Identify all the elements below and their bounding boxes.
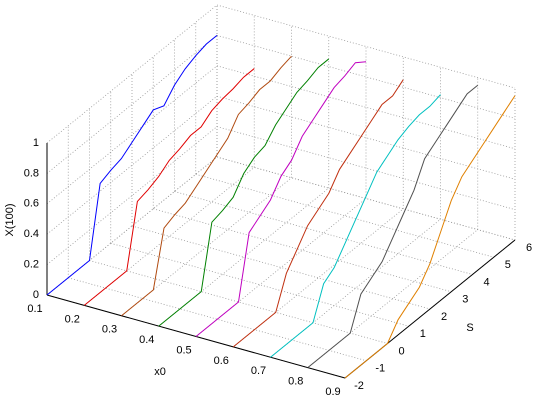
grid-line <box>216 4 516 89</box>
x-tick-label: 0.7 <box>251 365 266 377</box>
grid-line <box>216 126 516 210</box>
series-line <box>344 95 516 379</box>
series-line <box>307 84 479 369</box>
y-tick-label: -1 <box>375 363 385 375</box>
grid-line <box>89 260 388 344</box>
grid-line <box>153 208 452 293</box>
y-tick-label: -2 <box>354 380 364 392</box>
grid-line <box>216 95 516 180</box>
series-line <box>158 58 330 327</box>
series-line <box>83 68 255 306</box>
grid-line <box>46 126 218 265</box>
grid-line <box>216 156 516 241</box>
series-line <box>46 35 218 296</box>
x-tick-label: 0.5 <box>176 344 191 356</box>
x-tick-label: 0.1 <box>27 303 42 315</box>
z-tick-label: 0.8 <box>24 167 39 179</box>
x-tick-label: 0.4 <box>139 334 154 346</box>
grid-line <box>110 242 409 327</box>
z-axis-label: X(100) <box>4 203 16 236</box>
grid-line <box>195 173 494 258</box>
grid-line <box>46 65 218 205</box>
x-tick-label: 0.3 <box>102 324 117 336</box>
series-line <box>121 55 292 317</box>
z-tick-label: 0.4 <box>24 228 39 240</box>
z-tick-label: 0 <box>33 289 39 301</box>
x-axis-label: x0 <box>154 366 166 378</box>
y-tick-label: 1 <box>420 328 426 340</box>
grid-line <box>216 65 516 150</box>
grid-line <box>68 277 367 362</box>
x-tick-label: 0.6 <box>214 355 229 367</box>
grid-line <box>46 4 218 144</box>
grid-line <box>46 35 218 174</box>
z-tick-label: 0.2 <box>24 259 39 271</box>
grid-line <box>46 95 218 235</box>
y-tick-label: 3 <box>462 294 468 306</box>
grid-line <box>174 191 473 275</box>
y-tick-label: 0 <box>398 345 404 357</box>
z-tick-label: 0.6 <box>24 198 39 210</box>
series-line <box>195 61 367 337</box>
z-tick-label: 1 <box>33 137 39 149</box>
x-tick-label: 0.2 <box>65 313 80 325</box>
x-tick-label: 0.9 <box>325 386 340 398</box>
grid-line <box>131 225 431 310</box>
series-line <box>232 79 404 348</box>
y-tick-label: 5 <box>505 259 511 271</box>
y-axis-label: S <box>466 322 473 334</box>
grid-line <box>216 35 516 119</box>
y-tick-label: 6 <box>526 242 532 254</box>
y-tick-label: 4 <box>483 276 489 288</box>
x-tick-label: 0.8 <box>288 376 303 388</box>
y-tick-label: 2 <box>441 311 447 323</box>
series-line <box>270 94 441 358</box>
